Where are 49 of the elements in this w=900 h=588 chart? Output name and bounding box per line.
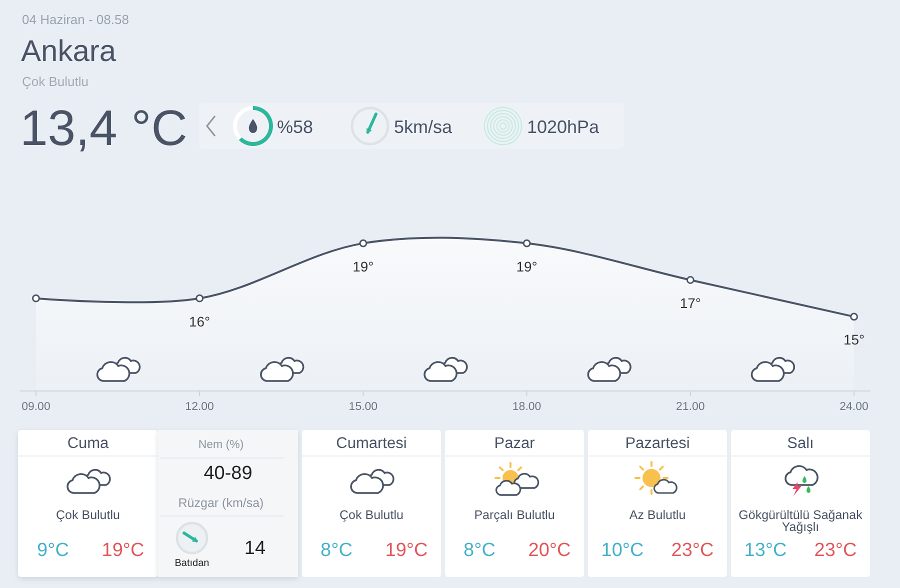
annotation: 13°C — [744, 540, 787, 561]
point — [686, 276, 694, 284]
annotation: 14 — [244, 538, 266, 559]
annotation: 23°C — [814, 540, 857, 561]
annotation: Az Bulutlu — [629, 508, 686, 522]
x-tick-label: 12.00 — [185, 401, 214, 413]
data-label: 17° — [680, 295, 702, 311]
data-label: 15° — [843, 332, 865, 348]
point — [32, 294, 40, 302]
category-label: Cuma — [67, 435, 110, 452]
x-tick-label: 15.00 — [348, 401, 378, 413]
data-label: 16° — [188, 313, 210, 330]
x-tick-label: 24.00 — [840, 401, 868, 413]
data-label: 19° — [516, 258, 538, 274]
text: 5km/sa — [394, 117, 454, 137]
annotation: 40-89 — [204, 463, 252, 484]
data-label: 19° — [352, 258, 374, 274]
annotation: Parçalı Bulutlu — [474, 508, 555, 522]
text: 04 Haziran - 08.58 — [22, 12, 129, 27]
text: %58 — [277, 117, 314, 137]
annotation: 20°C — [528, 540, 571, 561]
annotation: Çok Bulutlu — [56, 508, 120, 522]
x-tick-label: 18.00 — [512, 401, 542, 413]
annotation: Gökgürültülü Sağanak Yağışlı — [738, 508, 864, 534]
annotation: Nem (%) — [198, 439, 244, 451]
annotation: 23°C — [671, 540, 714, 561]
point — [196, 294, 204, 302]
annotation: 9°C — [37, 540, 69, 561]
x-tick-label: 21.00 — [676, 401, 705, 413]
annotation: 19°C — [385, 540, 428, 561]
point — [359, 239, 368, 248]
point — [522, 239, 531, 248]
annotation: 19°C — [102, 540, 144, 561]
category-label: Pazar — [494, 435, 535, 452]
text: Ankara — [21, 35, 116, 68]
category-label: Pazartesi — [625, 435, 690, 452]
annotation: 8°C — [320, 540, 352, 561]
text: 1020hPa — [527, 117, 600, 137]
text: Çok Bulutlu — [22, 74, 88, 89]
annotation: Rüzgar (km/sa) — [178, 496, 264, 510]
annotation: 10°C — [601, 540, 644, 561]
annotation: Batıdan — [174, 558, 210, 569]
x-tick-label: 09.00 — [22, 401, 50, 413]
point — [850, 312, 858, 321]
annotation: 8°C — [464, 540, 496, 561]
category-label: Cumartesi — [336, 435, 407, 452]
category-label: Salı — [787, 435, 814, 452]
text: 13,4 °C — [20, 100, 188, 156]
annotation: Çok Bulutlu — [340, 508, 404, 522]
